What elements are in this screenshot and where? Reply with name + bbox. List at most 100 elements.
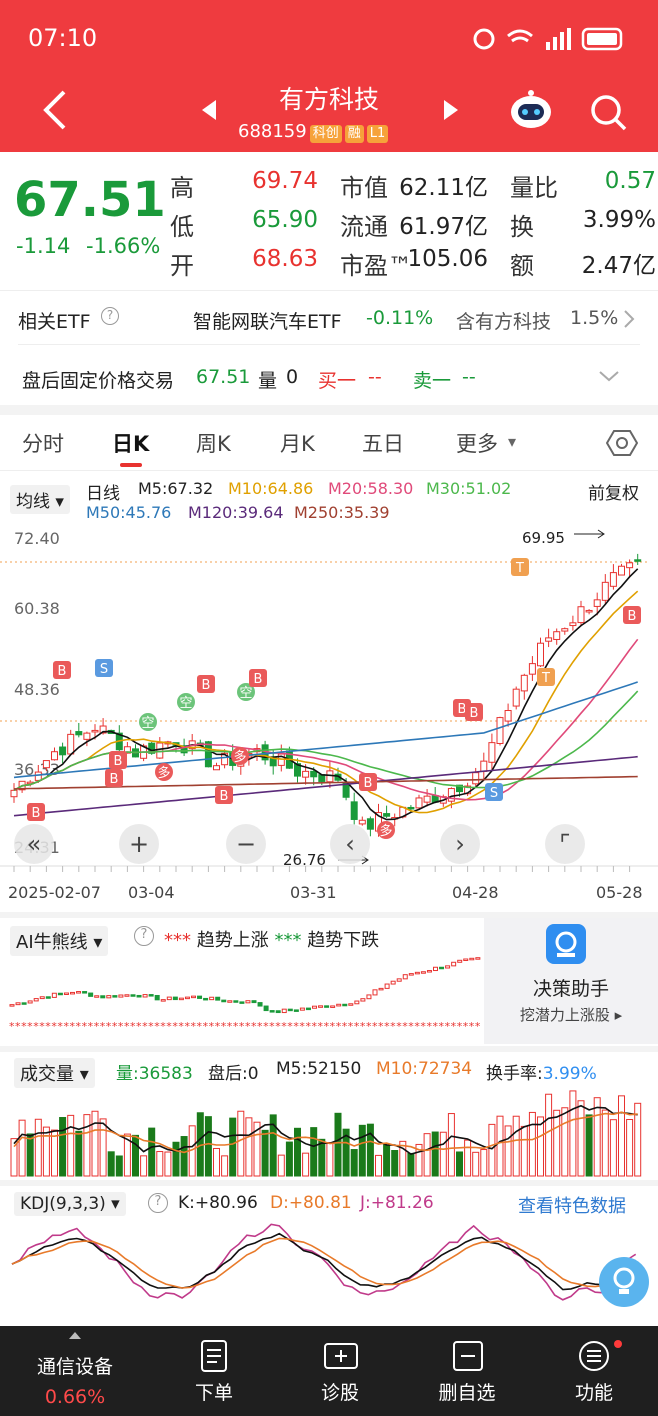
volume-bar xyxy=(310,1127,318,1177)
mini-candle xyxy=(299,1007,305,1011)
signal-text: S xyxy=(100,662,108,677)
trend-up: 趋势上涨 xyxy=(196,930,269,951)
trend-dot: * xyxy=(312,1020,318,1033)
zoom-circle xyxy=(14,824,54,864)
trend-dot: * xyxy=(251,1020,257,1033)
trend-dot: * xyxy=(33,1020,39,1033)
kdj-selector[interactable]: KDJ(9,3,3) ▾ xyxy=(14,1192,126,1216)
mini-candle xyxy=(475,957,481,960)
zoom-control[interactable]: ‹ xyxy=(330,824,370,864)
zoom-control[interactable]: « xyxy=(14,824,54,864)
mini-candle xyxy=(396,978,402,982)
next-stock[interactable] xyxy=(442,98,460,122)
settings[interactable] xyxy=(606,428,638,458)
tab: 周K xyxy=(196,432,231,456)
volume-bar xyxy=(42,1126,50,1177)
mini-candle xyxy=(227,1000,233,1003)
turnover-label: 换手率: xyxy=(486,1064,543,1084)
volume-bar xyxy=(59,1117,67,1177)
volume-bar xyxy=(67,1114,75,1177)
trend-dot: * xyxy=(330,1020,336,1033)
mini-candle xyxy=(197,995,203,999)
etf-holding: 含有方科技 xyxy=(456,311,552,333)
zoom-control[interactable]: ⌜ xyxy=(545,824,585,864)
mini-candle xyxy=(336,1003,342,1007)
zoom-control[interactable]: › xyxy=(440,824,480,864)
volume-bar xyxy=(528,1111,536,1177)
signal-text: B xyxy=(220,789,229,804)
volume-bar xyxy=(415,1143,423,1177)
candle xyxy=(480,760,488,772)
high-note: 69.95 xyxy=(522,529,565,547)
helper-card[interactable]: 决策助手 挖潜力上涨股 ▸ xyxy=(484,918,658,1044)
help-icon[interactable]: ? xyxy=(101,307,119,325)
nav-order[interactable]: 下单 xyxy=(194,1382,233,1404)
low-note: 26.76 xyxy=(283,851,326,869)
stat-value: 68.63 xyxy=(252,246,318,272)
afterhours-price: 67.51 xyxy=(196,366,251,388)
y-tick-label: 48.36 xyxy=(14,680,60,699)
sector[interactable]: 通信设备 xyxy=(36,1356,113,1378)
nav-more[interactable]: 功能 xyxy=(574,1382,613,1404)
mini-candle xyxy=(45,996,51,999)
trend-dot: * xyxy=(263,1020,269,1033)
nav-diagnose[interactable]: 诊股 xyxy=(320,1382,359,1404)
ma-line xyxy=(13,681,638,779)
signal-badge xyxy=(197,675,215,693)
volume-bar xyxy=(318,1138,326,1177)
kdj-chart xyxy=(11,1223,637,1301)
zoom-control[interactable]: − xyxy=(226,824,266,864)
mini-candle xyxy=(439,966,445,970)
help-icon[interactable]: ? xyxy=(134,926,154,946)
trend-dot: * xyxy=(451,1020,457,1033)
prev-stock[interactable] xyxy=(200,98,218,122)
gap xyxy=(0,1046,658,1052)
y-tick-label: 60.38 xyxy=(14,599,60,618)
signal-text: B xyxy=(458,702,467,717)
stat-value: 61.97亿 xyxy=(399,214,488,240)
tip-button[interactable] xyxy=(598,1256,650,1308)
trend-down: 趋势下跌 xyxy=(307,930,380,951)
mini-candle xyxy=(21,1002,27,1005)
stat-label: 换 xyxy=(510,213,534,241)
kdj-link[interactable]: 查看特色数据 xyxy=(518,1196,626,1217)
stat-value: 2.47亿 xyxy=(581,253,656,279)
stat-value: 62.11亿 xyxy=(399,175,488,201)
expand[interactable] xyxy=(598,368,620,384)
ma-selector[interactable]: 均线 ▾ xyxy=(10,485,70,514)
mini-candle xyxy=(433,966,438,972)
kdj-j: J:+81.26 xyxy=(360,1193,434,1213)
chevron[interactable] xyxy=(622,309,636,329)
trend-dot: * xyxy=(420,1020,426,1033)
helper-sub: 挖潜力上涨股 ▸ xyxy=(519,1006,623,1024)
volume-bar xyxy=(391,1150,399,1177)
volume-bar xyxy=(504,1125,512,1177)
etf-label: 相关ETF xyxy=(18,311,91,333)
candle xyxy=(601,581,609,601)
volume-bar xyxy=(229,1117,237,1177)
back-button[interactable] xyxy=(40,88,70,132)
volume-bar xyxy=(350,1149,358,1177)
candle xyxy=(34,771,42,781)
badge: 融 xyxy=(344,125,364,143)
restore[interactable]: 前复权 xyxy=(588,484,639,504)
help-icon[interactable]: ? xyxy=(148,1193,168,1213)
etf-name[interactable]: 智能网联汽车ETF xyxy=(193,311,342,333)
volume-bar xyxy=(302,1152,310,1177)
mini-candle xyxy=(118,994,124,998)
signal-text: B xyxy=(202,678,211,693)
mini-candle xyxy=(342,1003,348,1007)
search-button[interactable] xyxy=(588,92,628,132)
nav-remove[interactable]: 删自选 xyxy=(438,1382,496,1404)
ai-selector[interactable]: AI牛熊线 ▾ xyxy=(10,926,109,956)
trend-dot: * xyxy=(124,1020,130,1033)
mini-candle xyxy=(9,1004,15,1007)
robot-icon[interactable] xyxy=(508,88,554,132)
vol-selector[interactable]: 成交量 ▾ xyxy=(14,1058,95,1088)
volume-bar xyxy=(115,1155,123,1177)
volume-bar xyxy=(456,1151,463,1177)
etf-change: -0.11% xyxy=(366,307,434,329)
volume-bar xyxy=(512,1115,520,1177)
mini-candle xyxy=(269,1010,275,1013)
zoom-control[interactable]: + xyxy=(119,824,159,864)
